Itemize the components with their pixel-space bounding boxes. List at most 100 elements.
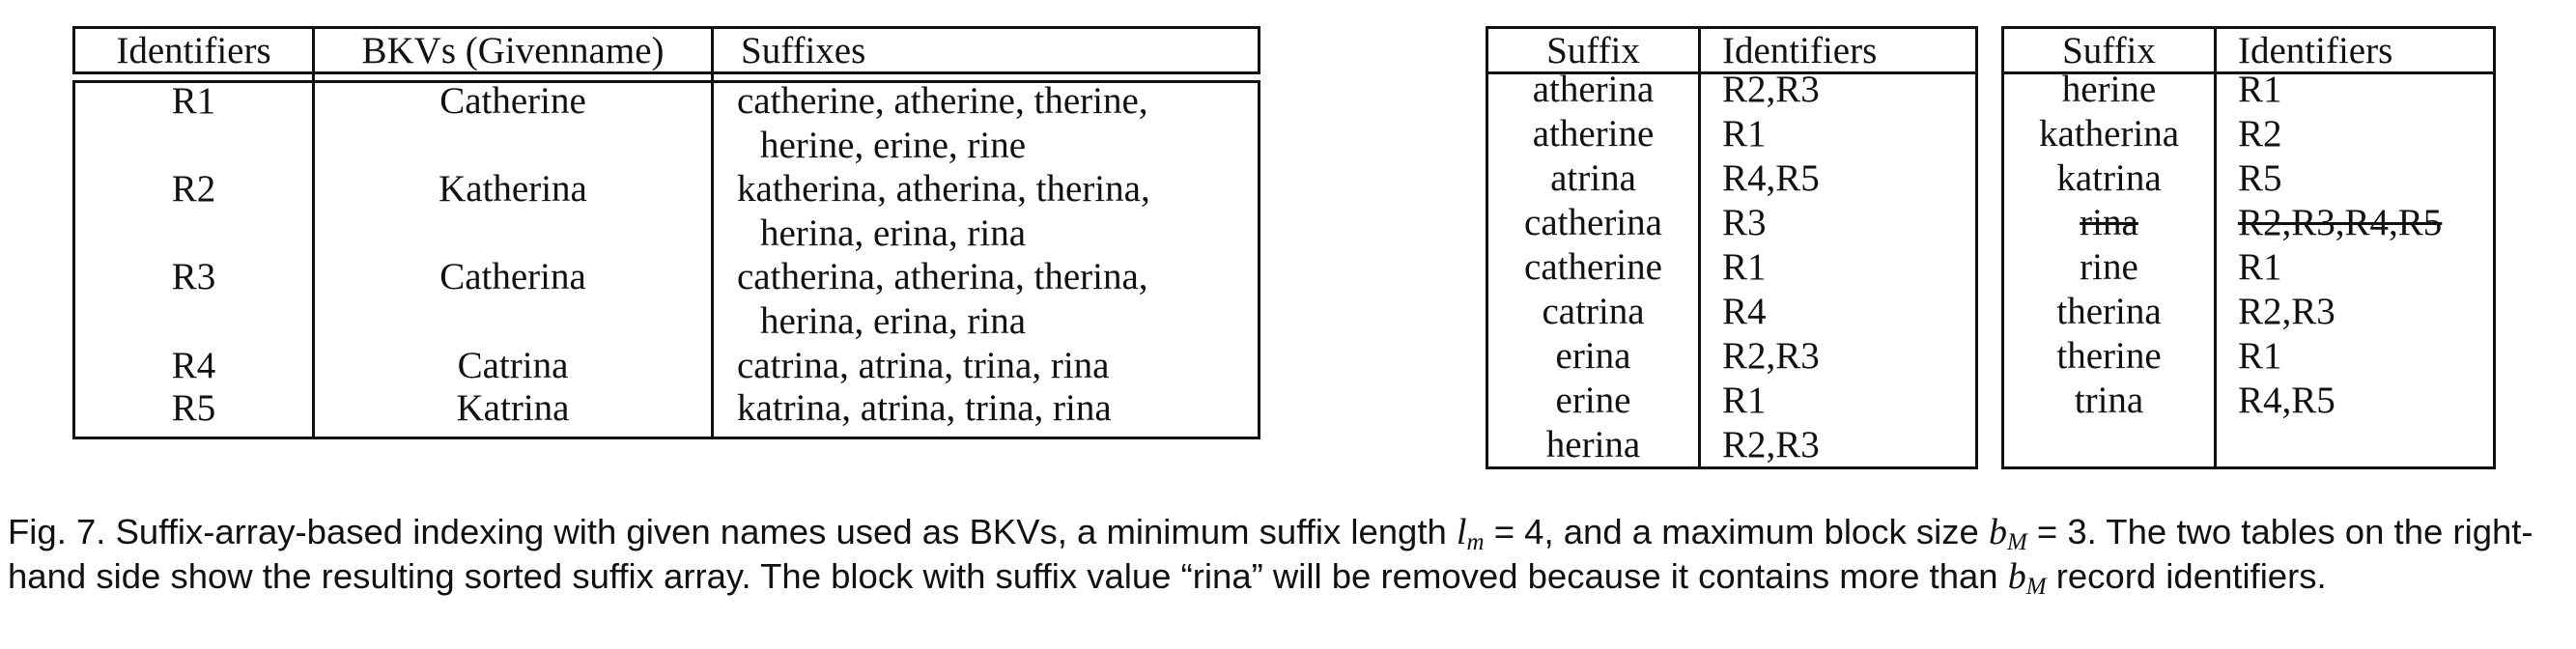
table-row: katrina R5 bbox=[2004, 157, 2493, 207]
math-bm: bM bbox=[2007, 556, 2047, 600]
caption-text: Fig. 7. Suffix-array-based indexing with… bbox=[8, 512, 1457, 551]
suffix-line-1: catherina, atherina, therina, bbox=[737, 256, 1148, 297]
bkv-value: Katherina bbox=[439, 168, 587, 210]
suffix-list: katherina, atherina, therina, herina, er… bbox=[714, 167, 1260, 256]
identifiers-value: R4 bbox=[1722, 291, 1767, 332]
table-row: atrina R4,R5 bbox=[1488, 157, 1975, 207]
suffix-value: trina bbox=[2074, 380, 2144, 421]
suffix-value: atrina bbox=[1550, 157, 1636, 199]
math-subscript: M bbox=[2025, 574, 2047, 600]
table-row: catherine R1 bbox=[1488, 246, 1975, 296]
identifiers-value: R2,R3 bbox=[2238, 291, 2335, 332]
column-divider bbox=[312, 29, 315, 437]
column-divider bbox=[1698, 29, 1701, 466]
bkv-value: Catherine bbox=[439, 80, 586, 122]
identifiers-value: R1 bbox=[1722, 380, 1767, 421]
identifiers-value: R2,R3 bbox=[1722, 424, 1820, 466]
table-row: erina R2,R3 bbox=[1488, 335, 1975, 384]
caption-text: record identifiers. bbox=[2046, 556, 2327, 596]
header-identifiers: Identifiers bbox=[116, 30, 271, 71]
suffix-value: erine bbox=[1555, 380, 1631, 421]
table-row: atherina R2,R3 bbox=[1488, 69, 1975, 118]
suffix-line-2: herine, erine, rine bbox=[760, 125, 1027, 166]
record-id: R2 bbox=[171, 168, 216, 210]
record-id: R1 bbox=[171, 80, 216, 122]
bkv-value: Katrina bbox=[456, 387, 570, 429]
suffix-value: herine bbox=[2061, 69, 2157, 110]
table-row: erine R1 bbox=[1488, 380, 1975, 429]
record-id: R3 bbox=[171, 256, 216, 297]
suffix-list: herine R1 katherina R2 katrina R5 rina R2,R3… bbox=[2004, 69, 2493, 429]
suffix-value: catherina bbox=[1524, 202, 1662, 243]
identifiers-value: R4,R5 bbox=[1722, 157, 1820, 199]
suffix-array-table-right: Suffix Identifiers herine R1 katherina R2 … bbox=[2001, 26, 2496, 469]
math-subscript: M bbox=[2006, 529, 2027, 555]
suffix-line-1: catherine, atherine, therine, bbox=[737, 80, 1148, 122]
suffix-list: catrina, atrina, trina, rina bbox=[714, 344, 1260, 388]
table-row: atherine R1 bbox=[1488, 113, 1975, 162]
caption-text: . The two tables on the right-hand side … bbox=[8, 512, 2534, 596]
suffix-value: katrina bbox=[2056, 157, 2162, 199]
suffix-list: catherina, atherina, therina, herina, er… bbox=[714, 255, 1260, 344]
suffix-value-struck: rina bbox=[2080, 202, 2138, 243]
suffix-value: herina bbox=[1545, 424, 1641, 466]
suffix-value: catherine bbox=[1524, 246, 1662, 288]
suffix-list: atherina R2,R3 atherine R1 atrina R4,R5 cat… bbox=[1488, 69, 1975, 473]
table-row-removed: rina R2,R3,R4,R5 bbox=[2004, 202, 2493, 251]
header-suffix: Suffix bbox=[1546, 30, 1640, 71]
suffix-line-1: katrina, atrina, trina, rina bbox=[737, 387, 1112, 429]
math-symbol: l bbox=[1456, 512, 1467, 552]
header-separator bbox=[1488, 71, 1975, 74]
identifiers-value: R4,R5 bbox=[2238, 380, 2335, 421]
suffix-value: therina bbox=[2056, 291, 2162, 332]
table-row: catherina R3 bbox=[1488, 202, 1975, 251]
suffix-list: katrina, atrina, trina, rina bbox=[714, 386, 1260, 431]
math-symbol: b bbox=[2007, 556, 2026, 597]
identifiers-value: R1 bbox=[2238, 335, 2282, 377]
record-id: R4 bbox=[171, 345, 216, 386]
identifiers-value: R2,R3 bbox=[1722, 335, 1820, 377]
suffix-list: catherine, atherine, therine, herine, er… bbox=[714, 79, 1260, 168]
header-separator bbox=[2004, 71, 2493, 74]
suffix-line-2: herina, erina, rina bbox=[760, 212, 1027, 254]
header-separator bbox=[72, 71, 1260, 83]
table-row: herine R1 bbox=[2004, 69, 2493, 118]
table-row: therine R1 bbox=[2004, 335, 2493, 384]
table-row: catrina R4 bbox=[1488, 291, 1975, 340]
identifiers-value: R1 bbox=[1722, 246, 1767, 288]
math-subscript: m bbox=[1466, 529, 1485, 555]
math-lm: lm bbox=[1456, 512, 1485, 555]
bkv-suffix-table: Identifiers BKVs (Givenname) Suffixes R1… bbox=[72, 26, 1260, 439]
record-id: R5 bbox=[171, 387, 216, 429]
column-divider bbox=[2214, 29, 2217, 466]
identifiers-value: R1 bbox=[2238, 69, 2282, 110]
table-row: trina R4,R5 bbox=[2004, 380, 2493, 429]
identifiers-value: R2,R3 bbox=[1722, 69, 1820, 110]
bkv-value: Catrina bbox=[457, 345, 569, 386]
suffix-line-1: katherina, atherina, therina, bbox=[737, 168, 1150, 210]
identifiers-value: R1 bbox=[1722, 113, 1767, 155]
suffix-value: rine bbox=[2080, 246, 2138, 288]
identifiers-value: R5 bbox=[2238, 157, 2282, 199]
table-row: katherina R2 bbox=[2004, 113, 2493, 162]
suffix-value: atherina bbox=[1532, 69, 1655, 110]
math-value: = 4 bbox=[1484, 512, 1544, 551]
suffix-value: erina bbox=[1555, 335, 1631, 377]
figure-caption: Fig. 7. Suffix-array-based indexing with… bbox=[8, 510, 2567, 599]
table-row: rine R1 bbox=[2004, 246, 2493, 296]
math-value: = 3 bbox=[2026, 512, 2087, 551]
suffix-value: atherine bbox=[1532, 113, 1655, 155]
suffix-value: catrina bbox=[1542, 291, 1645, 332]
suffix-value: katherina bbox=[2038, 113, 2180, 155]
suffix-line-2: herina, erina, rina bbox=[760, 300, 1027, 342]
header-identifiers: Identifiers bbox=[2238, 30, 2393, 71]
bkv-value: Catherina bbox=[439, 256, 586, 297]
suffix-array-table-left: Suffix Identifiers atherina R2,R3 atherin… bbox=[1486, 26, 1978, 469]
table-row: herina R2,R3 bbox=[1488, 424, 1975, 473]
header-bkvs: BKVs (Givenname) bbox=[361, 30, 665, 71]
caption-text: , and a maximum block size bbox=[1543, 512, 1989, 551]
table-row: therina R2,R3 bbox=[2004, 291, 2493, 340]
math-bm: bM bbox=[1989, 512, 2027, 555]
header-identifiers: Identifiers bbox=[1722, 30, 1878, 71]
suffix-value: therine bbox=[2056, 335, 2162, 377]
